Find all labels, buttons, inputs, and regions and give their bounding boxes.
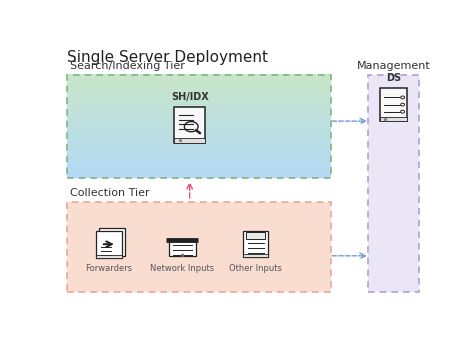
Bar — [174, 107, 205, 143]
Text: Single Server Deployment: Single Server Deployment — [66, 50, 268, 65]
Bar — [66, 169, 331, 172]
Bar — [99, 228, 125, 256]
Bar — [96, 231, 122, 258]
Bar — [66, 118, 331, 121]
Text: Network Inputs: Network Inputs — [150, 264, 214, 274]
FancyBboxPatch shape — [368, 75, 419, 291]
Bar — [66, 151, 331, 155]
Bar — [66, 174, 331, 178]
Bar — [380, 88, 407, 121]
Circle shape — [401, 110, 405, 113]
Bar — [66, 84, 331, 88]
Bar — [66, 123, 331, 126]
Bar — [66, 110, 331, 113]
Text: Search/Indexing Tier: Search/Indexing Tier — [70, 61, 185, 71]
Bar — [66, 149, 331, 152]
Bar — [66, 95, 331, 98]
FancyBboxPatch shape — [66, 202, 331, 291]
Circle shape — [401, 96, 405, 99]
Bar — [66, 97, 331, 101]
Bar — [380, 117, 407, 121]
Text: Other Inputs: Other Inputs — [229, 264, 282, 274]
Bar — [66, 125, 331, 129]
Bar — [66, 92, 331, 95]
Bar — [66, 79, 331, 82]
Bar — [66, 146, 331, 150]
Bar — [96, 255, 122, 258]
Bar — [66, 89, 331, 93]
Bar — [66, 133, 331, 137]
Bar — [169, 241, 196, 256]
Bar — [243, 231, 268, 257]
Bar — [66, 141, 331, 144]
Bar — [66, 74, 331, 77]
Bar — [66, 138, 331, 142]
Bar — [66, 102, 331, 106]
Bar — [66, 166, 331, 170]
Bar — [66, 136, 331, 139]
Bar — [66, 115, 331, 119]
Bar — [66, 100, 331, 103]
Circle shape — [401, 103, 405, 106]
Bar — [66, 76, 331, 80]
Bar — [66, 162, 331, 165]
Bar — [66, 87, 331, 90]
Bar — [66, 164, 331, 168]
Text: SH/IDX: SH/IDX — [171, 92, 209, 102]
Bar — [66, 154, 331, 157]
Bar — [66, 144, 331, 147]
Text: Forwarders: Forwarders — [85, 264, 132, 274]
Bar — [174, 138, 205, 143]
Text: Management: Management — [356, 61, 430, 71]
Bar — [66, 120, 331, 124]
Text: Collection Tier: Collection Tier — [70, 188, 150, 198]
Bar — [246, 232, 265, 239]
Bar — [66, 172, 331, 175]
Bar — [66, 156, 331, 160]
Bar — [66, 128, 331, 131]
Bar — [66, 107, 331, 111]
Bar — [66, 82, 331, 85]
Bar — [66, 159, 331, 162]
Bar — [66, 113, 331, 116]
Text: DS: DS — [386, 74, 401, 83]
Bar — [243, 254, 268, 257]
Bar — [66, 131, 331, 134]
Bar — [66, 105, 331, 108]
